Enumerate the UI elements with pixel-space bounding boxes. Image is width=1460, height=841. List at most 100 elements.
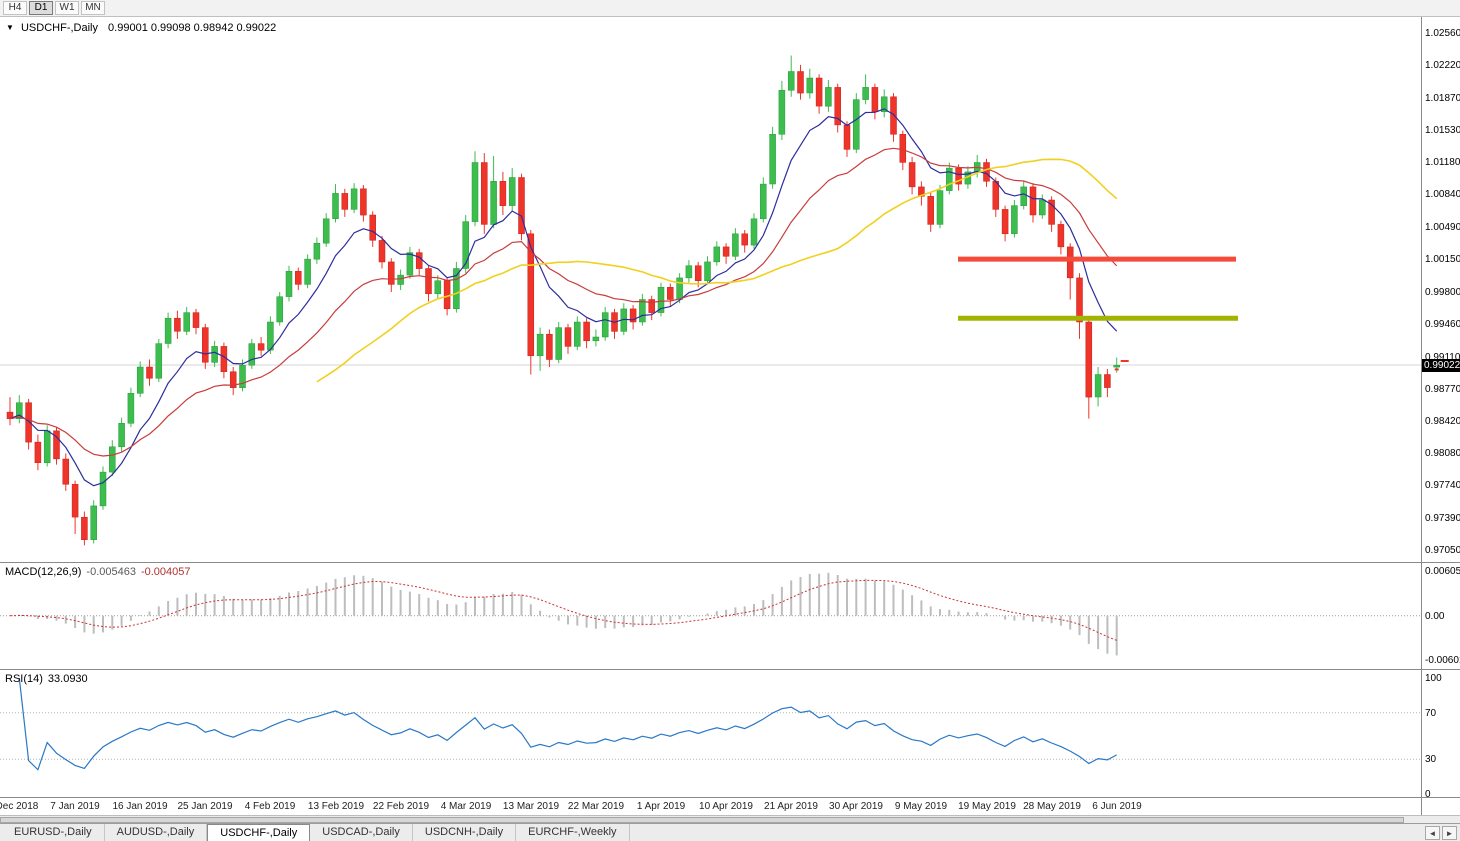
timeframe-toolbar: H4 D1 W1 MN: [0, 0, 1460, 17]
candle: [229, 367, 237, 396]
candle: [1039, 194, 1046, 219]
timeframe-button-w1[interactable]: W1: [55, 1, 79, 15]
candlestick-chart[interactable]: [0, 17, 1421, 562]
macd-indicator-label: MACD(12,26,9) -0.005463 -0.004057: [5, 566, 191, 578]
rsi-line: [18, 677, 1117, 771]
ma-slow-line: [316, 158, 1118, 383]
rsi-chart[interactable]: [0, 670, 1421, 797]
candle: [164, 312, 172, 349]
rsi-value: 33.0930: [47, 673, 88, 685]
candle: [481, 153, 488, 234]
candle: [332, 184, 339, 223]
candle: [239, 359, 246, 392]
candle: [890, 93, 897, 142]
tab-usdcad-daily[interactable]: USDCAD-,Daily: [310, 824, 413, 841]
price-axis-label: 0.98420: [1425, 416, 1460, 427]
candle: [1048, 196, 1055, 232]
candle: [555, 322, 562, 364]
candle: [825, 79, 832, 112]
candle: [1104, 368, 1111, 398]
tab-audusd-daily[interactable]: AUDUSD-,Daily: [105, 824, 208, 841]
price-axis-label: 0.98770: [1425, 384, 1460, 395]
timeframe-button-mn[interactable]: MN: [81, 1, 105, 15]
price-chart-panel[interactable]: [0, 17, 1421, 562]
rsi-axis-label: 30: [1425, 754, 1437, 765]
candle: [34, 434, 42, 471]
candle: [760, 177, 767, 223]
date-label: 28 May 2019: [1023, 801, 1081, 812]
price-axis-label: 1.02220: [1425, 60, 1460, 71]
candle: [490, 155, 497, 229]
candle: [639, 293, 646, 326]
candle: [1113, 357, 1120, 373]
candle: [341, 188, 349, 217]
candle: [499, 171, 507, 215]
rsi-axis-label: 0: [1425, 789, 1431, 800]
candle: [880, 89, 888, 118]
scrollbar-thumb[interactable]: [0, 817, 1404, 823]
macd-chart[interactable]: [0, 563, 1421, 669]
macd-axis-label: -0.006011: [1425, 655, 1460, 666]
candle: [918, 181, 925, 206]
date-label: 10 Apr 2019: [699, 801, 753, 812]
date-label: 6 Jun 2019: [1092, 801, 1142, 812]
candle: [815, 74, 823, 114]
candle: [750, 213, 758, 249]
rsi-panel[interactable]: [0, 669, 1421, 797]
horizontal-scrollbar[interactable]: [0, 815, 1460, 823]
date-label: 4 Feb 2019: [244, 801, 296, 812]
candle: [81, 511, 88, 546]
candle: [834, 83, 841, 133]
candle: [983, 158, 990, 187]
candle: [16, 395, 23, 424]
candle: [146, 359, 153, 386]
candle: [378, 235, 386, 269]
candle: [202, 323, 209, 369]
timeframe-button-h4[interactable]: H4: [3, 1, 27, 15]
tab-scroll-right-button[interactable]: ►: [1442, 826, 1457, 840]
candle: [90, 500, 97, 544]
price-axis[interactable]: 0.99022 1.02560 1.02220 1.01870 1.01530 1.01…: [1422, 17, 1460, 562]
candle: [257, 337, 265, 356]
date-label: 16 Jan 2019: [112, 801, 168, 812]
candle: [927, 192, 934, 232]
candle: [425, 265, 432, 302]
candle: [471, 151, 479, 227]
ma-mid-line: [9, 147, 1118, 457]
candle: [267, 316, 274, 354]
candle: [136, 361, 144, 398]
candle: [99, 466, 107, 510]
time-axis[interactable]: 28 Dec 2018 7 Jan 2019 16 Jan 2019 25 Jan 2…: [0, 797, 1460, 815]
price-axis-label: 1.02560: [1425, 28, 1460, 39]
tab-usdchf-daily[interactable]: USDCHF-,Daily: [207, 824, 311, 841]
price-axis-label: 0.97050: [1425, 545, 1460, 556]
candle: [843, 121, 851, 157]
candle: [62, 453, 70, 491]
date-label: 25 Jan 2019: [177, 801, 233, 812]
date-label: 19 May 2019: [958, 801, 1016, 812]
chart-title: ▼ USDCHF-,Daily 0.99001 0.99098 0.98942 …: [6, 22, 276, 34]
timeframe-button-d1[interactable]: D1: [29, 1, 53, 15]
candle: [285, 265, 293, 302]
candle: [713, 241, 721, 266]
date-label: 9 May 2019: [894, 801, 948, 812]
price-axis-label: 1.01180: [1425, 157, 1460, 168]
candle: [174, 310, 181, 339]
date-label: 7 Jan 2019: [50, 801, 100, 812]
candle: [694, 261, 702, 288]
tab-navigation: ◄ ►: [1425, 826, 1457, 840]
price-axis-label: 0.99460: [1425, 319, 1460, 330]
macd-panel[interactable]: [0, 562, 1421, 669]
tab-eurusd-daily[interactable]: EURUSD-,Daily: [2, 824, 105, 841]
candle: [415, 248, 423, 276]
candle: [1094, 367, 1102, 407]
candle: [778, 80, 786, 140]
chart-marker-icon[interactable]: ▼: [6, 23, 14, 32]
current-price-tag: 0.99022: [1422, 359, 1460, 372]
tab-usdcnh-daily[interactable]: USDCNH-,Daily: [413, 824, 517, 841]
candle: [601, 307, 609, 341]
candle: [1001, 205, 1009, 242]
tab-scroll-left-button[interactable]: ◄: [1425, 826, 1440, 840]
tab-eurchf-weekly[interactable]: EURCHF-,Weekly: [516, 824, 630, 841]
macd-main-value: -0.005463: [86, 566, 136, 578]
